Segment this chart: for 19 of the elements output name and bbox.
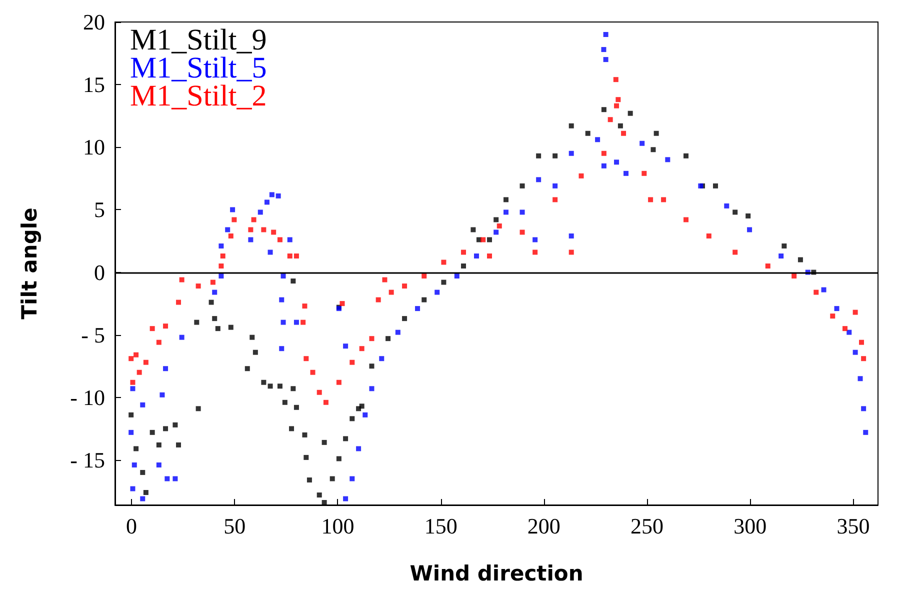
x-tick-label: 250 <box>630 514 664 538</box>
y-axis-title: Tilt angle <box>18 208 42 320</box>
y-tick-label: 5 <box>94 197 105 222</box>
x-tick-label: 300 <box>734 514 767 538</box>
x-tick-label: 350 <box>836 514 870 538</box>
x-tick-label: 0 <box>126 514 137 538</box>
text: M1_Stilt_9 <box>130 24 267 56</box>
x-tick-label: 100 <box>321 514 354 538</box>
y-tick-label: 10 <box>83 134 105 160</box>
y-tick-label: - 10 <box>70 384 105 410</box>
y-tick-label: 20 <box>83 10 105 34</box>
x-tick-label: 150 <box>424 514 458 538</box>
x-tick-label: 200 <box>527 514 560 538</box>
y-tick-label: 0 <box>94 260 105 285</box>
x-tick-label: 50 <box>224 514 246 538</box>
y-tick-label: - 5 <box>81 322 105 348</box>
y-tick-label: 15 <box>83 72 105 98</box>
x-axis-title: Wind direction <box>410 562 584 586</box>
y-tick-label: - 15 <box>70 447 105 472</box>
